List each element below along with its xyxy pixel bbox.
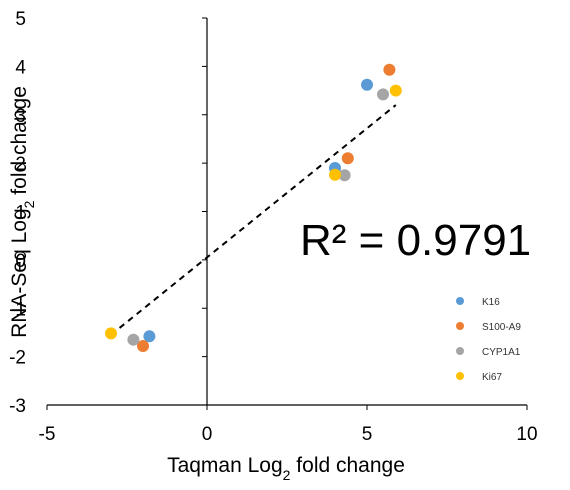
y-tick-label: 4 xyxy=(15,57,26,78)
y-tick-label: -3 xyxy=(9,396,26,417)
x-tick-label: -5 xyxy=(39,424,56,445)
data-point-cyp1a1 xyxy=(377,88,389,101)
x-tick-label: 5 xyxy=(362,424,373,445)
legend-marker xyxy=(456,347,464,355)
data-point-s100-a9 xyxy=(341,152,354,165)
y-tick-label: 0 xyxy=(15,251,26,272)
legend-marker xyxy=(456,297,464,305)
data-point-ki67 xyxy=(105,327,117,340)
data-point-cyp1a1 xyxy=(338,169,351,182)
legend-label: Ki67 xyxy=(482,372,502,383)
y-tick-label: 5 xyxy=(15,9,26,30)
r-squared-annotation: R² = 0.9791 xyxy=(300,216,531,265)
y-tick-label: 1 xyxy=(15,203,26,224)
legend-marker xyxy=(456,372,464,380)
x-tick-label: 10 xyxy=(516,424,537,445)
x-axis-title: Taqman Log2 fold change xyxy=(167,454,405,483)
data-point-s100-a9 xyxy=(383,63,396,76)
trendline-layer xyxy=(110,104,397,336)
x-axis-title-tail: fold change xyxy=(290,454,404,477)
legend-label: K16 xyxy=(482,297,500,308)
data-point-ki67 xyxy=(389,84,402,97)
data-point-cyp1a1 xyxy=(127,333,140,346)
y-axis-title-sub: 2 xyxy=(21,200,37,208)
y-tick-label: -1 xyxy=(9,299,26,320)
y-tick-label: -2 xyxy=(9,348,26,369)
y-tick-label: 3 xyxy=(15,106,26,127)
legend: K16 S100-A9 CYP1A1 Ki67 xyxy=(456,297,521,383)
x-axis-title-main: Taqman Log xyxy=(167,454,283,477)
x-axis-title-sub: 2 xyxy=(283,467,291,483)
trendline xyxy=(110,104,397,336)
points-layer xyxy=(105,63,402,352)
legend-label: CYP1A1 xyxy=(482,347,521,358)
y-axis-title-tail: fold change xyxy=(8,86,31,200)
data-point-ki67 xyxy=(329,168,341,181)
y-axis-title-main: RNA-Seq Log xyxy=(8,208,31,338)
y-axis-title: RNA-Seq Log2 fold change xyxy=(8,86,37,338)
data-point-k16 xyxy=(143,330,156,343)
data-point-k16 xyxy=(361,78,373,91)
data-point-s100-a9 xyxy=(137,339,149,352)
legend-marker xyxy=(456,322,464,330)
x-tick-label: 0 xyxy=(202,424,213,445)
y-tick-label: 2 xyxy=(15,154,26,175)
legend-label: S100-A9 xyxy=(482,322,521,333)
